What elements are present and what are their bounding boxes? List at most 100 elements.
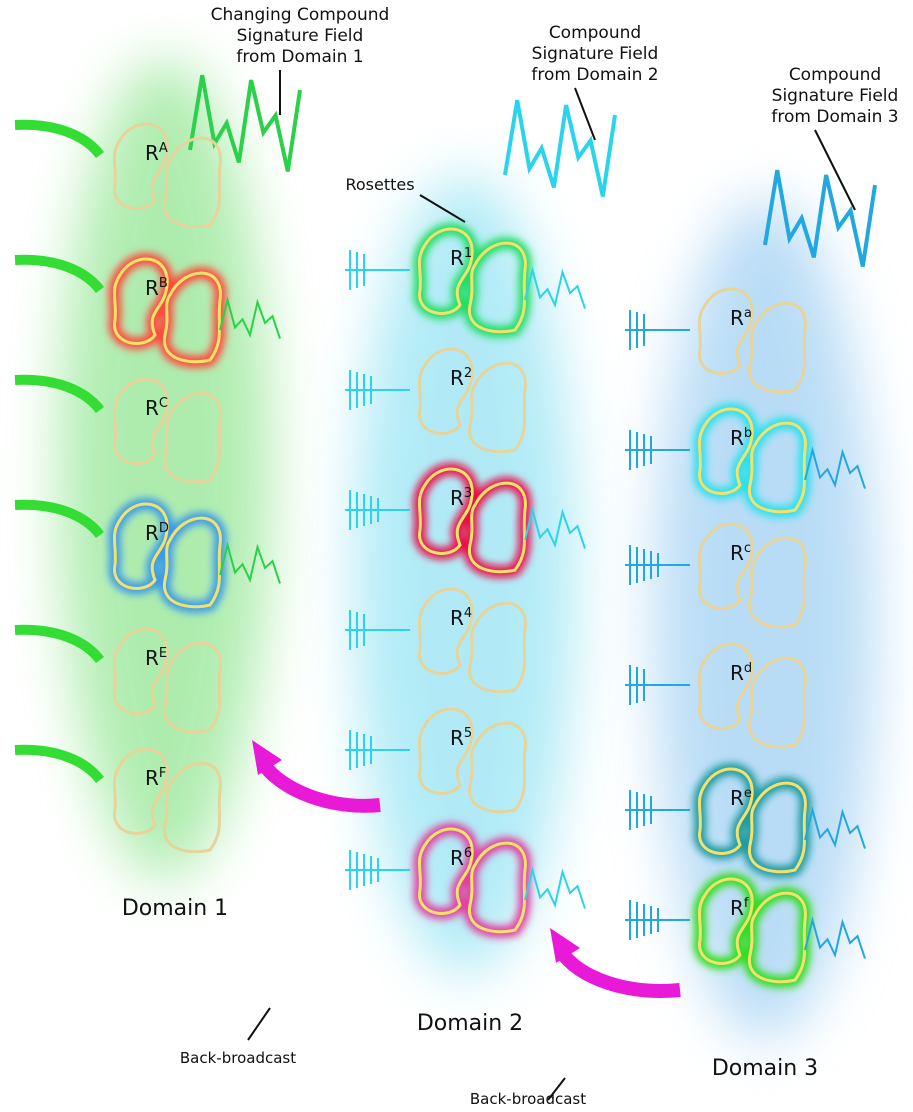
arrow-head — [550, 928, 580, 963]
rosette-sup: a — [744, 306, 752, 321]
rosette-label: RF — [145, 766, 166, 790]
rosette: R3 — [413, 463, 532, 578]
rosette-waveform — [219, 541, 281, 584]
rosette-sup: A — [159, 141, 168, 156]
domain-2-field — [355, 175, 575, 975]
rosette: R2 — [418, 347, 527, 454]
rosettes-label: Rosettes — [345, 175, 414, 194]
field-label: from Domain 1 — [236, 47, 363, 67]
rosette: RE — [113, 627, 222, 734]
rosette-base: R — [450, 846, 464, 870]
rosette-sup: 5 — [464, 726, 472, 741]
signature-waveform — [763, 169, 877, 267]
rosette-base: R — [145, 646, 159, 670]
rosette: R1 — [413, 223, 532, 338]
rosette: R5 — [418, 707, 527, 814]
rosette-sup: 2 — [464, 366, 472, 381]
field-label: Changing Compound — [211, 5, 390, 25]
rosette-label: R4 — [450, 606, 472, 630]
rosette-loop — [698, 287, 807, 394]
rosette: Ra — [698, 287, 807, 394]
rosette-sup: e — [744, 786, 752, 801]
rosette-base: R — [145, 141, 159, 165]
rosette: R6 — [413, 823, 532, 938]
rosette-loop — [418, 467, 527, 574]
rosette-loop — [418, 347, 527, 454]
rosette-base: R — [450, 366, 464, 390]
incoming-hook — [14, 744, 104, 784]
rosette-sup: D — [159, 521, 169, 536]
rosette-base: R — [450, 246, 464, 270]
rosette-base: R — [145, 276, 159, 300]
rosette-sup: F — [159, 766, 166, 781]
rosette-base: R — [730, 786, 744, 810]
rosette: RC — [113, 377, 222, 484]
domain-label: Domain 2 — [417, 1011, 523, 1036]
rosette: R4 — [418, 587, 527, 694]
rosette-base: R — [145, 521, 159, 545]
rosette-label: RD — [145, 521, 169, 545]
rosette-loop — [113, 627, 222, 734]
rosette-sup: B — [159, 276, 168, 291]
rosette: RA — [113, 122, 222, 229]
rosette-base: R — [145, 396, 159, 420]
rosette-sup: 3 — [464, 486, 472, 501]
rosette-sup: b — [744, 426, 752, 441]
rosette-loop — [698, 767, 807, 874]
rosette-base: R — [450, 606, 464, 630]
rosette: RB — [108, 253, 227, 368]
rosette: Re — [693, 763, 812, 878]
domain-label: Domain 3 — [712, 1056, 818, 1081]
field-label: Signature Field — [532, 44, 659, 64]
rosette-base: R — [730, 541, 744, 565]
rosette-waveform — [524, 266, 586, 309]
incoming-hook — [14, 119, 104, 159]
rosette-label: Re — [730, 786, 752, 810]
field-label: Signature Field — [772, 86, 899, 106]
leader — [247, 1007, 271, 1041]
rosette: Rd — [698, 642, 807, 749]
rosette-loop — [113, 257, 222, 364]
rosette-label: Rf — [730, 896, 749, 920]
rosette-label: R3 — [450, 486, 472, 510]
leader — [419, 194, 466, 223]
rosette-base: R — [450, 726, 464, 750]
leader — [814, 129, 856, 211]
rosette-waveform — [804, 446, 866, 489]
rosette-loop — [698, 407, 807, 514]
rosette-label: Rd — [730, 661, 752, 685]
rosette-base: R — [450, 486, 464, 510]
back-broadcast-label: Back-broadcast — [470, 1090, 586, 1108]
rosette-label: R5 — [450, 726, 472, 750]
rosette-sup: d — [744, 661, 752, 676]
rosette-label: Rc — [730, 541, 751, 565]
rosette-label: RE — [145, 646, 167, 670]
rosette-loop — [113, 377, 222, 484]
rosette-sup: E — [159, 646, 167, 661]
signature-waveform — [188, 74, 302, 172]
domain-3-field — [655, 200, 875, 1040]
incoming-hook — [14, 254, 104, 294]
domain-label: Domain 1 — [122, 896, 228, 921]
rosette-label: R1 — [450, 246, 472, 270]
rosette-loop — [698, 642, 807, 749]
domain-1-field — [60, 60, 270, 880]
incoming-hook — [14, 499, 104, 539]
rosette-label: R6 — [450, 846, 472, 870]
rosette-base: R — [145, 766, 159, 790]
rosette-loop — [113, 747, 222, 854]
rosette-sup: 1 — [464, 246, 472, 261]
rosette-waveform — [804, 916, 866, 959]
rosette-sup: f — [744, 896, 749, 911]
rosette-waveform — [524, 866, 586, 909]
rosette-label: Ra — [730, 306, 752, 330]
rosette-label: RC — [145, 396, 168, 420]
rosette-loop — [418, 587, 527, 694]
leader — [547, 1077, 566, 1101]
incoming-hook — [14, 624, 104, 664]
rosette-loop — [113, 122, 222, 229]
rosette-sup: 4 — [464, 606, 472, 621]
field-label: from Domain 2 — [531, 65, 658, 85]
rosette: RF — [113, 747, 222, 854]
